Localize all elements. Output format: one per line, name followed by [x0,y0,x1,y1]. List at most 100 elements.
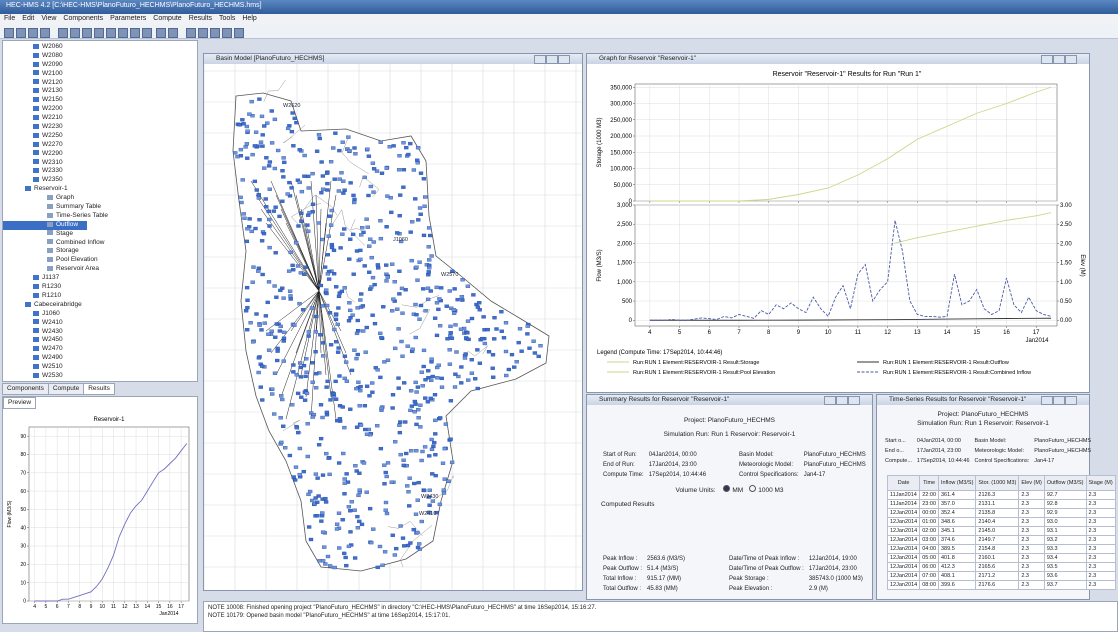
element-icon[interactable] [422,234,426,237]
element-icon[interactable] [491,367,495,370]
element-icon[interactable] [448,348,452,351]
element-icon[interactable] [276,350,280,353]
element-icon[interactable] [320,238,324,241]
element-icon[interactable] [409,389,413,392]
element-icon[interactable] [386,359,390,362]
element-icon[interactable] [435,301,439,304]
element-icon[interactable] [317,133,321,136]
element-icon[interactable] [246,299,250,302]
element-icon[interactable] [454,323,458,326]
toolbar-button[interactable] [130,28,140,38]
element-icon[interactable] [306,422,310,425]
element-icon[interactable] [399,525,403,528]
element-icon[interactable] [459,366,463,369]
element-icon[interactable] [392,144,396,147]
element-icon[interactable] [416,408,420,411]
element-icon[interactable] [319,191,323,194]
element-icon[interactable] [445,305,449,308]
element-icon[interactable] [378,332,382,335]
element-icon[interactable] [289,251,293,254]
element-icon[interactable] [365,385,369,388]
menu-item[interactable]: File [4,15,15,22]
toolbar-button[interactable] [210,28,220,38]
element-icon[interactable] [415,159,419,162]
element-icon[interactable] [344,556,348,559]
element-icon[interactable] [402,168,406,171]
element-icon[interactable] [437,297,441,300]
element-icon[interactable] [254,227,258,230]
element-icon[interactable] [348,149,352,152]
element-icon[interactable] [394,547,398,550]
ts-column[interactable]: Stage (M) [1086,476,1115,491]
element-icon[interactable] [423,205,427,208]
element-icon[interactable] [478,362,482,365]
element-icon[interactable] [291,364,295,367]
element-icon[interactable] [329,224,333,227]
element-icon[interactable] [404,452,408,455]
element-icon[interactable] [244,145,248,148]
element-icon[interactable] [246,130,250,133]
element-icon[interactable] [533,352,537,355]
element-icon[interactable] [367,155,371,158]
element-icon[interactable] [261,133,265,136]
element-icon[interactable] [341,406,345,409]
element-icon[interactable] [273,167,277,170]
element-icon[interactable] [341,141,345,144]
element-icon[interactable] [286,127,290,130]
element-icon[interactable] [370,382,374,385]
element-icon[interactable] [426,400,430,403]
element-icon[interactable] [276,347,280,350]
tree-tab[interactable]: Components [2,383,49,395]
element-icon[interactable] [397,270,401,273]
menu-item[interactable]: Components [63,15,103,22]
element-icon[interactable] [289,298,293,301]
element-icon[interactable] [239,196,243,199]
element-icon[interactable] [308,490,312,493]
element-icon[interactable] [321,474,325,477]
tree-item[interactable]: W2510 [3,363,197,372]
window-button[interactable] [1041,396,1053,405]
element-icon[interactable] [426,298,430,301]
element-icon[interactable] [381,564,385,567]
tree-item[interactable]: W2060 [3,43,197,52]
element-icon[interactable] [281,175,285,178]
element-icon[interactable] [296,392,300,395]
element-icon[interactable] [452,308,456,311]
element-icon[interactable] [401,312,405,315]
element-icon[interactable] [249,321,253,324]
element-icon[interactable] [397,377,401,380]
tree-item[interactable]: W2270 [3,141,197,150]
element-icon[interactable] [296,265,300,268]
element-icon[interactable] [321,304,325,307]
element-icon[interactable] [440,386,444,389]
element-icon[interactable] [402,141,406,144]
element-icon[interactable] [282,156,286,159]
element-icon[interactable] [329,160,333,163]
element-icon[interactable] [353,557,357,560]
element-icon[interactable] [272,413,276,416]
element-icon[interactable] [287,181,291,184]
element-icon[interactable] [318,333,322,336]
element-icon[interactable] [347,545,351,548]
element-icon[interactable] [376,368,380,371]
element-icon[interactable] [299,212,303,215]
element-icon[interactable] [335,528,339,531]
element-icon[interactable] [337,512,341,515]
element-icon[interactable] [372,241,376,244]
element-icon[interactable] [437,364,441,367]
element-icon[interactable] [348,238,352,241]
element-icon[interactable] [482,315,486,318]
element-icon[interactable] [273,372,277,375]
element-icon[interactable] [282,161,286,164]
toolbar-button[interactable] [16,28,26,38]
element-icon[interactable] [476,387,480,390]
element-icon[interactable] [298,447,302,450]
element-icon[interactable] [419,172,423,175]
element-icon[interactable] [273,118,277,121]
element-icon[interactable] [275,323,279,326]
toolbar-button[interactable] [156,28,166,38]
element-icon[interactable] [449,331,453,334]
element-icon[interactable] [381,305,385,308]
element-icon[interactable] [340,290,344,293]
element-icon[interactable] [427,258,431,261]
